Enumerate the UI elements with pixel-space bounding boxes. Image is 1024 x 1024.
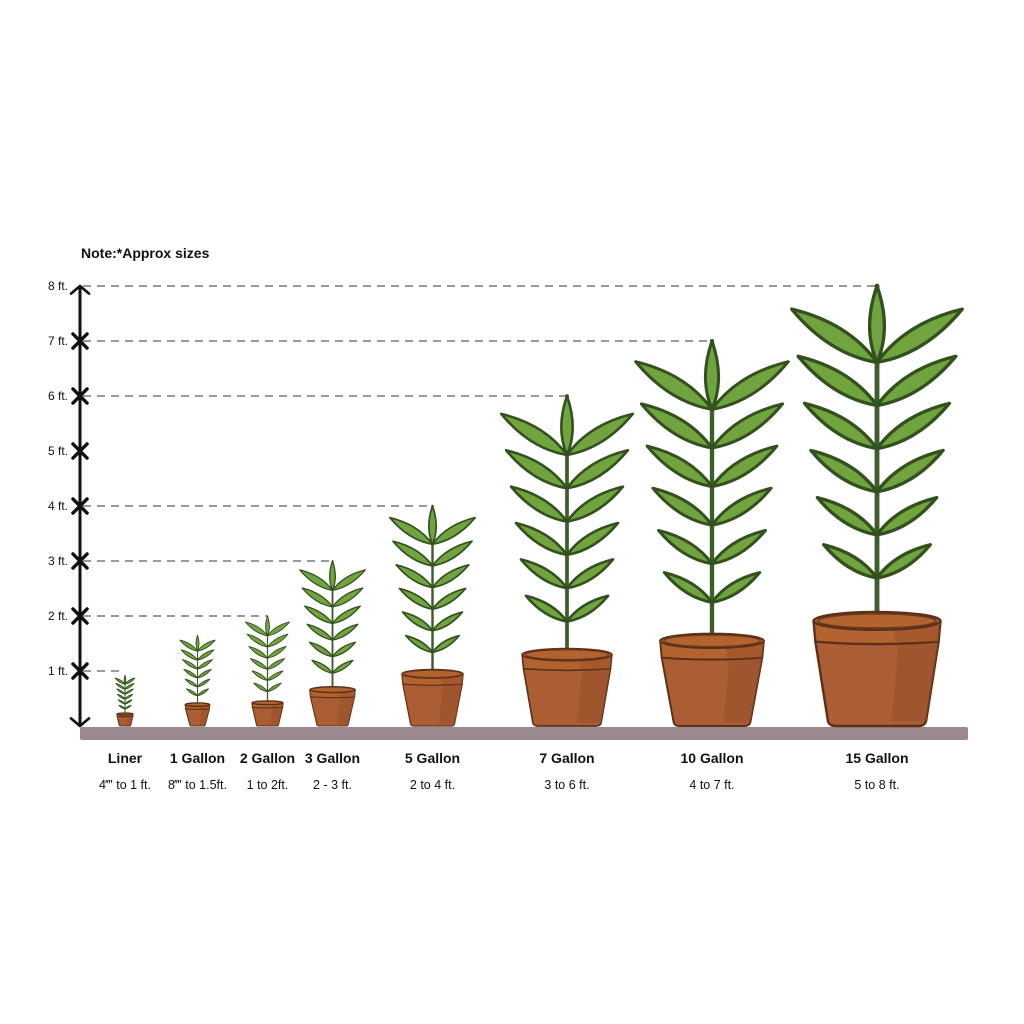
svg-text:4‴' to 1 ft.: 4‴' to 1 ft. [99,778,151,792]
svg-text:1 Gallon: 1 Gallon [170,750,225,766]
svg-text:1 ft.: 1 ft. [48,664,68,678]
svg-text:8 ft.: 8 ft. [48,279,68,293]
svg-text:4 ft.: 4 ft. [48,499,68,513]
svg-text:2 Gallon: 2 Gallon [240,750,295,766]
svg-text:10 Gallon: 10 Gallon [680,750,743,766]
svg-text:6 ft.: 6 ft. [48,389,68,403]
svg-text:5 ft.: 5 ft. [48,444,68,458]
svg-text:5 to 8 ft.: 5 to 8 ft. [854,778,899,792]
svg-text:3 to 6 ft.: 3 to 6 ft. [544,778,589,792]
svg-text:4 to 7 ft.: 4 to 7 ft. [689,778,734,792]
svg-text:Note:*Approx sizes: Note:*Approx sizes [81,245,210,261]
svg-text:Liner: Liner [108,750,143,766]
svg-text:1 to 2ft.: 1 to 2ft. [247,778,289,792]
svg-text:2 - 3 ft.: 2 - 3 ft. [313,778,352,792]
svg-text:3 Gallon: 3 Gallon [305,750,360,766]
svg-text:7 ft.: 7 ft. [48,334,68,348]
svg-text:15 Gallon: 15 Gallon [845,750,908,766]
svg-text:3 ft.: 3 ft. [48,554,68,568]
svg-text:2 ft.: 2 ft. [48,609,68,623]
svg-text:8‴' to 1.5ft.: 8‴' to 1.5ft. [168,778,227,792]
svg-text:7 Gallon: 7 Gallon [539,750,594,766]
svg-text:5 Gallon: 5 Gallon [405,750,460,766]
svg-text:2 to 4 ft.: 2 to 4 ft. [410,778,455,792]
